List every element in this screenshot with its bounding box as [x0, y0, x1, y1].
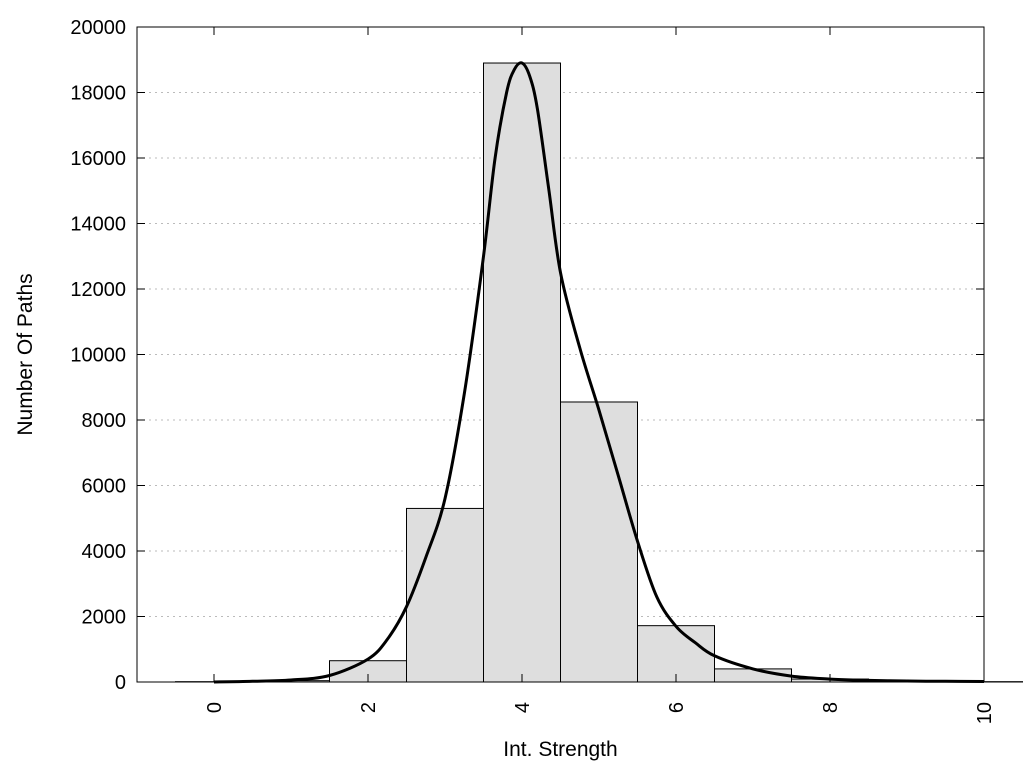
bar-3: [406, 507, 484, 683]
x-tick-label-10: 10: [974, 702, 996, 724]
y-tick-label-18000: 18000: [70, 83, 126, 105]
histogram-bars: [175, 62, 1023, 683]
fit-curve-layer: [213, 61, 985, 684]
y-tick-label-6000: 6000: [82, 476, 127, 498]
bar-5: [560, 401, 638, 683]
x-tick-label-8: 8: [820, 702, 842, 713]
bar-6: [637, 625, 715, 683]
y-tick-label-8000: 8000: [82, 410, 127, 432]
y-tick-label-4000: 4000: [82, 541, 127, 563]
x-tick-label-4: 4: [512, 702, 534, 713]
y-tick-label-20000: 20000: [70, 17, 126, 39]
x-tick-label-6: 6: [666, 702, 688, 713]
y-tick-label-2000: 2000: [82, 607, 127, 629]
x-axis-ticks: 0 2 4 6 8 10: [204, 27, 996, 724]
x-axis-title: Int. Strength: [503, 738, 617, 761]
y-axis-title: Number Of Paths: [14, 273, 37, 435]
y-tick-label-16000: 16000: [70, 148, 126, 170]
y-axis-ticks: 0 2000 4000 6000 8000 10000 12000 14000 16000 180…: [70, 17, 984, 694]
x-tick-label-0: 0: [204, 702, 226, 713]
x-tick-label-2: 2: [358, 702, 380, 713]
y-tick-label-0: 0: [115, 672, 126, 694]
y-tick-label-10000: 10000: [70, 345, 126, 367]
fit-curve: [213, 61, 985, 684]
y-tick-label-12000: 12000: [70, 279, 126, 301]
y-tick-label-14000: 14000: [70, 214, 126, 236]
